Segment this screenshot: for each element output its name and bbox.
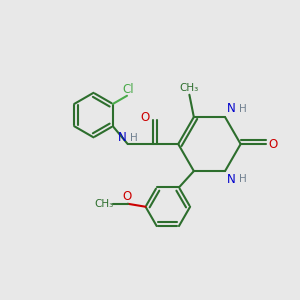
Text: O: O xyxy=(269,138,278,151)
Text: N: N xyxy=(227,102,236,115)
Text: N: N xyxy=(227,173,236,186)
Text: H: H xyxy=(239,104,247,114)
Text: O: O xyxy=(122,190,132,203)
Text: H: H xyxy=(130,133,138,142)
Text: H: H xyxy=(239,174,247,184)
Text: Cl: Cl xyxy=(123,83,134,96)
Text: CH₃: CH₃ xyxy=(94,199,114,209)
Text: CH₃: CH₃ xyxy=(180,83,199,93)
Text: N: N xyxy=(118,131,127,144)
Text: O: O xyxy=(140,111,149,124)
